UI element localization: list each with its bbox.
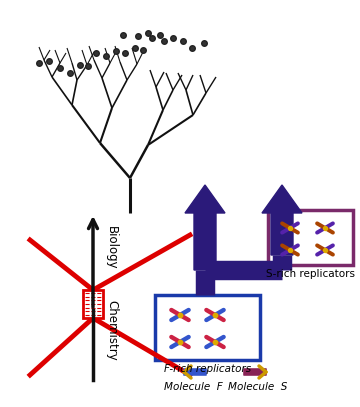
Bar: [155, 295, 260, 360]
Polygon shape: [262, 185, 302, 255]
Text: S-rich replicators: S-rich replicators: [266, 269, 355, 279]
Bar: [83, 290, 103, 318]
FancyBboxPatch shape: [243, 368, 267, 376]
Bar: [268, 210, 353, 265]
Text: Molecule  F: Molecule F: [164, 382, 222, 392]
FancyBboxPatch shape: [183, 368, 207, 376]
Text: Biology: Biology: [105, 226, 118, 270]
Polygon shape: [185, 185, 225, 270]
Text: F-rich replicators: F-rich replicators: [164, 364, 251, 374]
Text: Chemistry: Chemistry: [105, 300, 118, 360]
Text: Molecule  S: Molecule S: [228, 382, 288, 392]
